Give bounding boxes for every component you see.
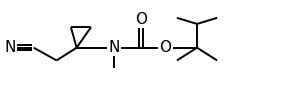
- Text: N: N: [5, 40, 16, 55]
- Text: O: O: [160, 40, 171, 55]
- Text: O: O: [135, 12, 147, 27]
- Text: N: N: [108, 40, 120, 55]
